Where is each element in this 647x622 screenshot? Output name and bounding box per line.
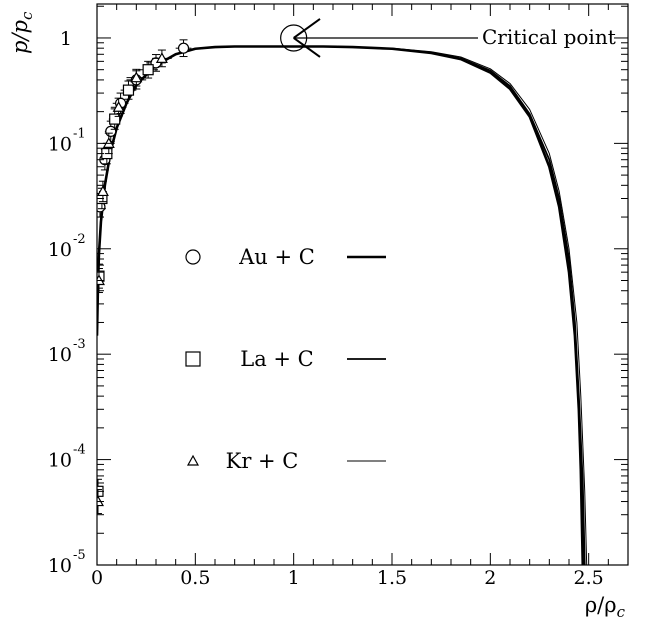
triangle-marker — [130, 71, 143, 83]
y-label-sub: c — [18, 11, 36, 20]
data-point — [110, 97, 127, 117]
x-tick-label: 1 — [288, 567, 300, 589]
square-marker — [122, 84, 135, 96]
plot-frame — [96, 3, 629, 566]
data-point — [108, 108, 121, 130]
arrow-head — [293, 18, 321, 39]
curve-kr-c — [97, 45, 588, 565]
square-marker — [185, 351, 201, 367]
y-tick-exponent: -2 — [73, 232, 86, 247]
y-tick-exponent: -3 — [73, 337, 86, 352]
triangle-marker — [186, 454, 200, 466]
legend-item: Kr + C — [186, 449, 386, 473]
y-axis-ticks: 110-110-210-310-410-5 — [48, 5, 628, 577]
circle-marker — [185, 249, 201, 265]
data-points — [97, 39, 192, 515]
x-tick-label: 2 — [484, 567, 496, 589]
y-axis-label: p/pc — [8, 11, 36, 54]
y-tick-exponent: -4 — [73, 443, 86, 458]
arrow-head — [293, 37, 321, 58]
square-marker — [109, 113, 121, 125]
x-tick-label: 0 — [91, 567, 103, 589]
x-tick-label: 2.5 — [574, 567, 604, 589]
y-tick-exponent: -1 — [73, 126, 86, 141]
curve-au-c — [97, 45, 585, 565]
triangle-marker — [155, 52, 168, 63]
y-tick-label: 10 — [48, 450, 72, 472]
critical-point-annotation: Critical point — [280, 18, 616, 58]
circle-marker — [177, 42, 190, 54]
coexistence-curves — [97, 45, 588, 565]
y-tick-label: 1 — [60, 28, 72, 50]
data-point — [152, 49, 172, 68]
legend-label: La + C — [240, 347, 313, 371]
legend-label: Kr + C — [226, 449, 299, 473]
legend-item: Au + C — [185, 245, 386, 269]
x-axis-label: ρ/ρc — [585, 593, 626, 621]
x-tick-label: 1.5 — [377, 567, 407, 589]
y-tick-label: 10 — [48, 133, 72, 155]
legend-label: Au + C — [238, 245, 315, 269]
x-label-sub: c — [617, 603, 626, 621]
y-tick-exponent: -5 — [73, 548, 86, 563]
legend: Au + C La + C Kr + C — [185, 245, 386, 473]
curve-la-c — [97, 45, 586, 565]
data-point — [126, 68, 147, 87]
legend-item: La + C — [185, 347, 386, 371]
data-point — [175, 39, 192, 58]
y-tick-label: 10 — [48, 555, 72, 577]
axis-labels: p/pcρ/ρc — [8, 11, 626, 621]
y-label-main: p/p — [8, 20, 32, 54]
y-tick-label: 10 — [48, 239, 72, 261]
triangle-marker — [112, 101, 125, 112]
plot-border — [96, 3, 629, 566]
x-tick-label: 0.5 — [180, 567, 210, 589]
data-point — [112, 92, 129, 115]
data-point — [97, 180, 109, 203]
x-label-main: ρ/ρ — [585, 593, 617, 617]
square-marker — [142, 64, 154, 76]
critical-point-label: Critical point — [482, 25, 616, 49]
x-axis-ticks: 0 0.5 1 1.5 2 2.5 — [91, 4, 629, 589]
triangle-marker — [97, 185, 109, 197]
y-tick-label: 10 — [48, 344, 72, 366]
data-point — [120, 80, 137, 100]
